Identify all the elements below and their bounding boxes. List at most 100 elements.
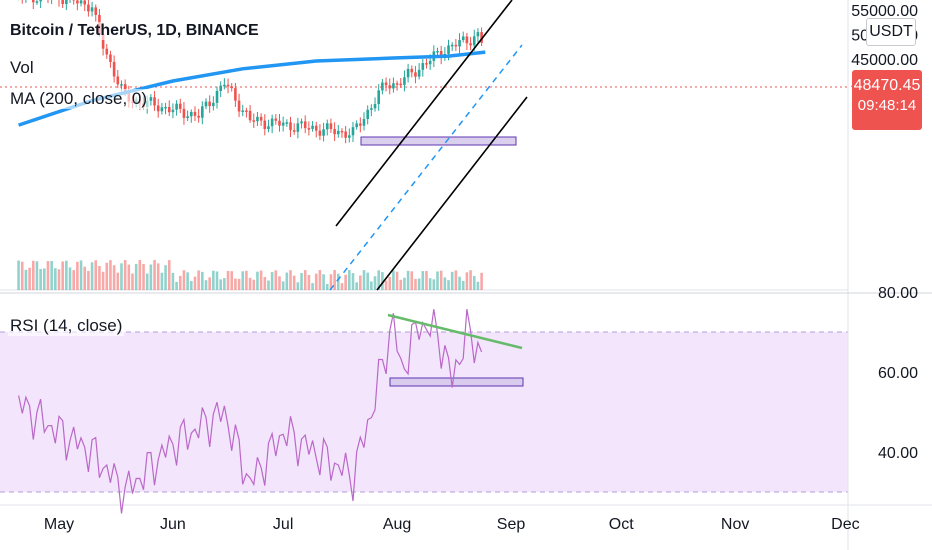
volume-bar <box>296 282 300 290</box>
volume-legend[interactable]: Vol <box>8 58 36 78</box>
candle-body <box>333 129 336 135</box>
volume-bar <box>87 270 90 290</box>
candle-body <box>395 83 399 85</box>
candle-body <box>428 60 432 65</box>
volume-bar <box>465 272 469 290</box>
volume-bar <box>116 272 120 290</box>
candle-body <box>366 109 369 119</box>
volume-bar <box>189 281 193 290</box>
volume-bar <box>395 271 399 290</box>
volume-bar <box>476 281 480 290</box>
candle-body <box>359 123 362 126</box>
rsi-tick-label: 40.00 <box>878 445 918 462</box>
volume-bar <box>134 263 138 290</box>
candle-body <box>171 109 175 113</box>
volume-bar <box>245 270 248 290</box>
rsi-support-zone[interactable] <box>389 377 524 387</box>
candle-body <box>160 107 164 112</box>
volume-bar <box>212 270 215 290</box>
candle-body <box>447 45 450 54</box>
rsi-tick-label: 60.00 <box>878 365 918 382</box>
price-tick-label: 45000.00 <box>851 52 918 69</box>
volume-bar <box>50 260 53 290</box>
volume-bar <box>230 271 234 290</box>
volume-bar <box>410 271 414 290</box>
volume-bar <box>68 267 72 290</box>
volume-bar <box>105 262 109 290</box>
candle-body <box>450 44 454 47</box>
rsi-axis[interactable]: 80.00 60.00 40.00 <box>878 285 918 462</box>
bar-countdown: 09:48:14 <box>857 97 917 114</box>
volume-bar <box>72 270 75 290</box>
volume-bar <box>256 271 259 290</box>
volume-bar <box>329 274 333 290</box>
volume-bar <box>167 260 171 290</box>
rsi-tick-label: 80.00 <box>878 285 918 302</box>
candle-body <box>267 126 270 129</box>
time-axis[interactable]: May Jun Jul Aug Sep Oct Nov Dec <box>44 516 860 533</box>
candle-body <box>109 54 112 62</box>
candle-body <box>465 36 469 44</box>
candle-body <box>65 0 68 5</box>
volume-bar <box>311 283 314 290</box>
volume-bar <box>149 264 153 290</box>
volume-bar <box>425 270 428 290</box>
candle-body <box>149 97 153 101</box>
volume-bar <box>439 270 443 290</box>
candle-body <box>388 85 392 89</box>
volume-bar <box>76 261 79 290</box>
volume-bar <box>344 274 347 290</box>
ma-legend[interactable]: MA (200, close, 0) <box>8 89 150 109</box>
candle-body <box>362 118 366 126</box>
rsi-line[interactable] <box>18 308 483 514</box>
volume-bar <box>392 270 395 290</box>
candle-body <box>417 69 421 77</box>
rsi-legend[interactable]: RSI (14, close) <box>8 316 125 336</box>
rsi-divergence-line[interactable] <box>387 313 523 350</box>
candle-body <box>425 63 428 65</box>
volume-bar <box>65 260 68 290</box>
candle-body <box>454 44 458 47</box>
channel-mid-line[interactable] <box>329 44 523 291</box>
last-price-badge: 48470.45 09:48:14 <box>852 70 922 130</box>
volume-bar <box>145 273 149 290</box>
volume-bar <box>381 272 384 290</box>
volume-bar <box>39 268 42 290</box>
volume-bar <box>289 270 292 290</box>
candle-body <box>373 104 377 109</box>
volume-bar <box>447 280 450 290</box>
volume-bar <box>373 276 377 290</box>
price-support-zone[interactable] <box>360 136 517 146</box>
candle-body <box>469 43 472 46</box>
candle-body <box>35 1 39 3</box>
volume-bar <box>461 280 465 290</box>
candle-body <box>278 120 281 126</box>
volume-bar <box>322 274 325 290</box>
volume-bar <box>61 261 64 290</box>
volume-bar <box>57 269 61 290</box>
candle-body <box>245 110 248 112</box>
volume-bar <box>215 271 219 290</box>
volume-bar <box>237 278 241 290</box>
candle-body <box>480 32 483 43</box>
candle-body <box>322 129 325 136</box>
candle-body <box>348 135 351 138</box>
volume-bar <box>403 277 406 290</box>
channel-upper-line[interactable] <box>335 0 513 227</box>
time-tick-label: Jul <box>273 516 293 533</box>
symbol-title[interactable]: Bitcoin / TetherUS, 1D, BINANCE <box>8 22 261 40</box>
candle-body <box>193 111 197 116</box>
volume-bar <box>248 277 252 290</box>
volume-bar <box>226 270 230 290</box>
candle-body <box>406 68 410 78</box>
volume-bar <box>252 279 256 290</box>
candle-body <box>61 0 64 5</box>
volume-bar <box>359 275 362 290</box>
channel-lower-line[interactable] <box>376 96 528 291</box>
volume-bar <box>94 260 98 290</box>
volume-bar <box>432 279 436 290</box>
volume-bar <box>307 274 311 290</box>
quote-currency-badge[interactable]: USDT <box>866 18 916 46</box>
time-tick-label: Oct <box>609 516 634 533</box>
